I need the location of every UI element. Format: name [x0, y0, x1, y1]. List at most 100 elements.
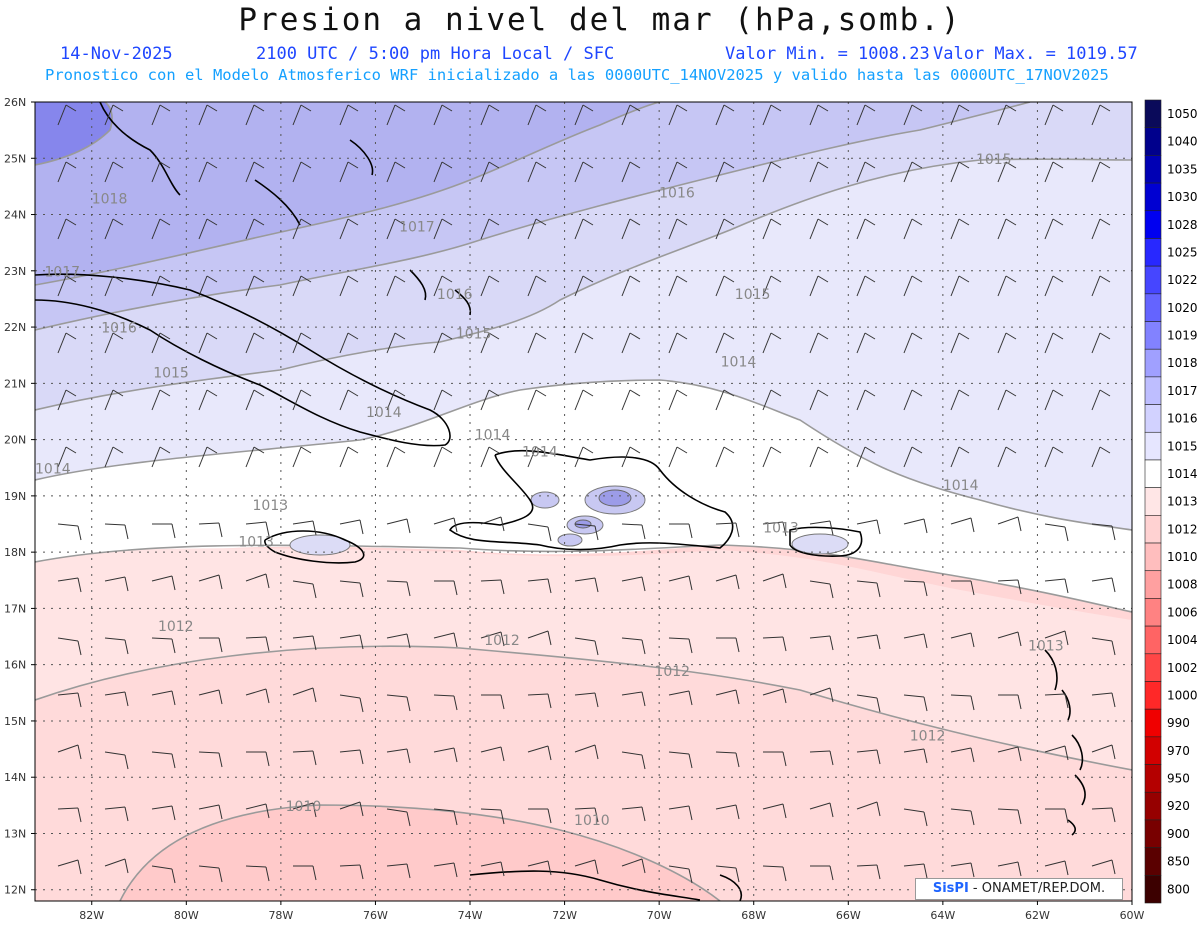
bahamas-3	[409, 269, 427, 301]
colorbar-label: 1008	[1167, 578, 1198, 592]
wind-barb	[574, 807, 599, 823]
wind-barb	[198, 689, 223, 705]
wind-barb	[668, 389, 688, 411]
wind-barb	[292, 802, 317, 818]
wind-barb	[480, 218, 500, 240]
colorbar-swatch	[1144, 598, 1162, 627]
wind-barb	[997, 275, 1017, 297]
wind-barb	[57, 577, 82, 593]
wind-barb	[997, 389, 1017, 411]
wind-barb	[293, 865, 317, 881]
lat-label: 24N	[4, 209, 26, 222]
wind-barb	[57, 523, 82, 541]
colorbar-swatch	[1144, 210, 1162, 239]
wind-barb	[762, 218, 782, 240]
colorbar-label: 1015	[1167, 439, 1198, 453]
wind-barb	[574, 275, 594, 297]
lat-label: 14N	[4, 771, 26, 784]
wind-barb	[292, 635, 317, 651]
jamaica-coast	[264, 530, 365, 564]
wind-barb	[339, 864, 364, 880]
map-frame	[34, 101, 1133, 902]
lat-label: 16N	[4, 659, 26, 672]
wind-barb	[198, 574, 223, 590]
wind-barb	[856, 580, 881, 598]
wind-barb	[997, 516, 1022, 532]
wind-barb	[57, 744, 82, 760]
shade-white	[35, 380, 1132, 612]
hispaniola-contours	[289, 485, 849, 556]
wind-barb	[528, 808, 552, 824]
chart-title: Presion a nivel del mar (hPa,somb.)	[238, 2, 962, 38]
wind-barb	[668, 805, 693, 821]
colorbar-label: 1000	[1167, 688, 1198, 702]
wind-barb	[903, 518, 928, 534]
wind-barb	[433, 517, 458, 533]
wind-barb	[433, 747, 458, 763]
wind-barb	[481, 694, 505, 710]
wind-barb	[997, 104, 1017, 126]
wind-barb	[668, 690, 693, 706]
wind-barb	[527, 275, 547, 297]
wind-barb	[950, 104, 970, 126]
wind-barb	[1091, 859, 1116, 875]
wind-barb	[856, 161, 876, 183]
wind-barb	[386, 332, 406, 354]
wind-barb	[669, 523, 693, 539]
wind-barb	[292, 520, 317, 536]
wind-barb	[386, 580, 411, 597]
wind-barb	[950, 446, 970, 468]
wind-barb	[386, 161, 406, 183]
wind-barb	[339, 332, 359, 354]
wind-barb	[57, 389, 77, 411]
wind-barb	[716, 637, 740, 653]
lat-label: 21N	[4, 377, 26, 390]
wind-barb	[480, 104, 500, 126]
wind-barb	[903, 275, 923, 297]
wind-barb	[715, 751, 740, 768]
colorbar-label: 1010	[1167, 550, 1198, 564]
wind-barb	[104, 161, 124, 183]
contour-label: 1016	[659, 186, 695, 202]
wind-barb	[433, 446, 453, 468]
wind-barb	[57, 446, 77, 468]
wind-barb	[339, 801, 364, 817]
wind-barb	[527, 389, 547, 411]
wind-barb	[527, 578, 552, 594]
wind-barb	[997, 579, 1022, 595]
wind-barb	[292, 104, 312, 126]
wind-barb	[809, 635, 834, 651]
wind-barb	[198, 332, 218, 354]
wind-barb	[903, 633, 928, 649]
wind-barb	[856, 332, 876, 354]
wind-barb	[245, 161, 265, 183]
wind-barb	[292, 161, 312, 183]
wind-barb	[621, 637, 646, 655]
bahamas-1	[254, 179, 301, 226]
wind-barb	[245, 865, 270, 882]
contour-labels: 1018 1017 1017 1016 1016 1016 1015 1015 1015 1015…	[35, 152, 1064, 829]
wind-barb	[574, 389, 594, 411]
wind-barb	[245, 573, 270, 589]
contour-label: 1014	[475, 428, 511, 444]
contour-label: 1016	[101, 321, 137, 337]
wind-barb	[527, 630, 552, 646]
wind-barb	[1091, 692, 1116, 708]
wind-barb	[1044, 332, 1064, 354]
wind-barb	[151, 575, 176, 591]
lat-label: 15N	[4, 715, 26, 728]
wind-barb	[198, 751, 223, 768]
wind-barb	[809, 802, 834, 818]
wind-barb	[199, 637, 223, 653]
lon-label: 78W	[268, 909, 293, 922]
colorbar-label: 1016	[1167, 412, 1198, 426]
wind-barb	[997, 218, 1017, 240]
forecast-description: Pronostico con el Modelo Atmosferico WRF…	[45, 66, 1109, 84]
wind-barb	[809, 520, 834, 536]
colorbar-label: 1006	[1167, 605, 1198, 619]
wind-barb	[151, 751, 176, 769]
wind-barb	[245, 389, 265, 411]
wind-barb	[480, 446, 500, 468]
wind-barb	[57, 275, 77, 297]
wind-barb	[104, 523, 129, 540]
